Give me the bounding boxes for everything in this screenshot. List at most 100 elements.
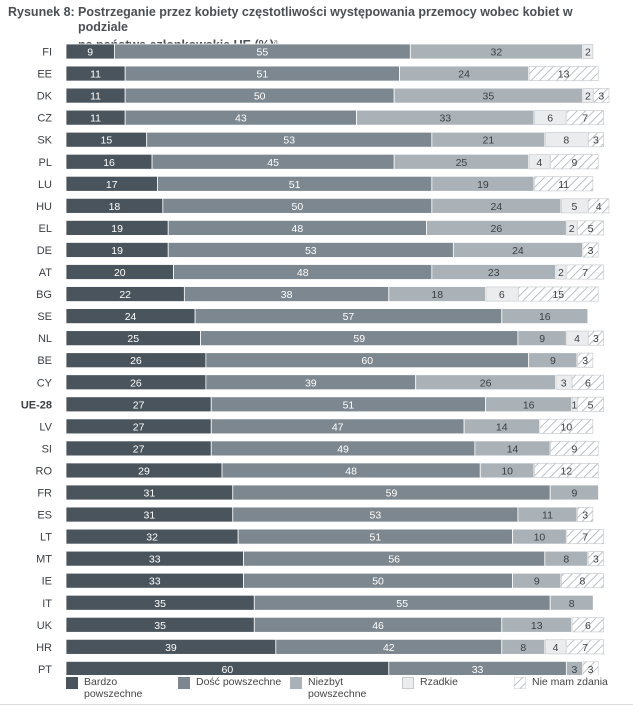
value-label-dk-bardzo-powszechne: 11 <box>90 91 101 103</box>
bar-outline-ee-nie-mam-zdania <box>528 66 599 81</box>
value-label-it-niezbyt-powszechne: 8 <box>569 598 575 610</box>
legend-swatch-niezbyt-powszechne <box>290 677 302 689</box>
value-label-dk-dosc-powszechne: 50 <box>254 91 266 103</box>
legend-label-niezbyt-powszechne-2: powszechne <box>308 688 367 700</box>
value-label-lu-bardzo-powszechne: 17 <box>106 179 118 191</box>
bar-outline-cy-nie-mam-zdania <box>571 374 604 390</box>
bar-outline-uk-nie-mam-zdania <box>571 617 604 633</box>
value-label-cy-niezbyt-powszechne: 26 <box>480 377 492 389</box>
legend-item-niezbyt-powszechne: Niezbyt powszechne <box>290 676 366 700</box>
value-label-de-nie-mam-zdania: 3 <box>588 245 594 257</box>
bar-ue-28-nie-mam-zdania <box>576 396 605 413</box>
bar-it-niezbyt-powszechne <box>549 594 594 611</box>
value-label-lv-nie-mam-zdania: 10 <box>560 421 572 433</box>
title-line-1: Postrzeganie przez kobiety częstotliwośc… <box>78 5 573 34</box>
value-label-lt-dosc-powszechne: 51 <box>370 532 382 544</box>
value-label-at-nie-mam-zdania: 7 <box>582 267 588 279</box>
value-label-ee-niezbyt-powszechne: 24 <box>458 69 470 81</box>
value-label-fr-bardzo-powszechne: 31 <box>144 488 156 500</box>
value-label-hu-nie-mam-zdania: 4 <box>596 201 602 213</box>
value-label-fr-niezbyt-powszechne: 9 <box>571 488 577 500</box>
value-label-dk-rzadkie: 2 <box>585 91 591 103</box>
value-label-lv-dosc-powszechne: 47 <box>332 421 344 433</box>
bar-lv-nie-mam-zdania <box>539 418 594 435</box>
bar-outline-ie-nie-mam-zdania <box>561 573 604 589</box>
bar-outline-nl-nie-mam-zdania <box>587 330 604 346</box>
value-label-si-dosc-powszechne: 49 <box>337 443 349 455</box>
category-label-it: IT <box>42 598 52 610</box>
category-label-lt: LT <box>40 532 52 544</box>
bar-outline-el-nie-mam-zdania <box>577 220 604 236</box>
value-label-cy-nie-mam-zdania: 6 <box>585 377 591 389</box>
bar-outline-lt-nie-mam-zdania <box>566 529 604 545</box>
value-label-el-bardzo-powszechne: 19 <box>111 223 123 235</box>
bar-hu-nie-mam-zdania <box>587 197 610 214</box>
value-label-fi-niezbyt-powszechne: 32 <box>491 47 503 59</box>
category-label-cz: CZ <box>37 113 52 125</box>
bar-outline-hu-rzadkie <box>561 198 588 214</box>
legend-swatch-nie-mam-zdania <box>514 677 526 689</box>
category-label-uk: UK <box>37 620 53 632</box>
value-label-ie-niezbyt-powszechne: 9 <box>534 576 540 588</box>
category-label-be: BE <box>37 355 52 367</box>
legend-item-dosc-powszechne: Dość powszechne <box>178 676 281 689</box>
value-label-de-dosc-powszechne: 53 <box>305 245 317 257</box>
value-label-ro-nie-mam-zdania: 12 <box>560 465 572 477</box>
value-label-si-nie-mam-zdania: 9 <box>571 443 577 455</box>
bar-outline-cz-nie-mam-zdania <box>566 110 604 126</box>
value-label-ue-28-bardzo-powszechne: 27 <box>133 399 145 411</box>
bar-at-nie-mam-zdania <box>565 264 605 280</box>
value-label-hr-rzadkie: 4 <box>553 642 559 654</box>
value-label-se-niezbyt-powszechne: 16 <box>539 311 551 323</box>
bar-outline-lv-nie-mam-zdania <box>539 418 594 434</box>
value-label-mt-nie-mam-zdania: 3 <box>593 554 599 566</box>
value-label-pt-bardzo-powszechne: 60 <box>222 664 234 675</box>
category-label-ee: EE <box>37 69 52 81</box>
category-label-cy: CY <box>37 377 53 389</box>
bar-outline-es-nie-mam-zdania <box>577 507 594 523</box>
bar-be-nie-mam-zdania <box>576 352 594 369</box>
bar-outline-nl-rzadkie <box>566 330 588 346</box>
value-label-ro-bardzo-powszechne: 29 <box>138 465 150 477</box>
legend-swatch-rzadkie <box>402 677 414 689</box>
value-label-ro-niezbyt-powszechne: 10 <box>501 465 513 477</box>
value-label-lu-dosc-powszechne: 51 <box>289 179 301 191</box>
value-label-dk-nie-mam-zdania: 3 <box>598 91 604 103</box>
value-label-it-dosc-powszechne: 55 <box>396 598 408 610</box>
value-label-be-bardzo-powszechne: 26 <box>130 355 142 367</box>
value-label-mt-dosc-powszechne: 56 <box>388 554 400 566</box>
bar-cz-nie-mam-zdania <box>565 109 605 126</box>
bar-hr-nie-mam-zdania <box>565 638 605 655</box>
value-label-fi-bardzo-powszechne: 9 <box>87 47 93 59</box>
value-label-ro-dosc-powszechne: 48 <box>345 465 357 477</box>
value-label-pl-bardzo-powszechne: 16 <box>103 157 115 169</box>
bar-es-nie-mam-zdania <box>576 506 594 523</box>
value-label-hu-dosc-powszechne: 50 <box>291 201 303 213</box>
bar-fr-niezbyt-powszechne <box>549 484 600 501</box>
bar-outline-at-nie-mam-zdania <box>566 264 604 280</box>
value-label-de-bardzo-powszechne: 19 <box>111 245 123 257</box>
bar-outline-ue-28-nie-mam-zdania <box>577 396 604 412</box>
value-label-at-bardzo-powszechne: 20 <box>114 267 126 279</box>
legend: Bardzo powszechne Dość powszechne Niezbyt… <box>66 676 626 706</box>
bar-nl-nie-mam-zdania <box>587 330 605 347</box>
value-label-se-dosc-powszechne: 57 <box>343 311 355 323</box>
legend-item-bardzo-powszechne: Bardzo powszechne <box>66 676 142 700</box>
value-label-ue-28-niezbyt-powszechne: 16 <box>523 399 535 411</box>
bar-outline-at-rzadkie <box>555 264 567 280</box>
value-label-hu-bardzo-powszechne: 18 <box>109 201 121 213</box>
category-label-pt: PT <box>38 664 52 675</box>
legend-item-rzadkie: Rzadkie <box>402 676 458 689</box>
value-label-lv-bardzo-powszechne: 27 <box>133 421 145 433</box>
value-label-se-bardzo-powszechne: 24 <box>125 311 137 323</box>
value-label-uk-bardzo-powszechne: 35 <box>154 620 166 632</box>
category-label-hr: HR <box>36 642 52 654</box>
bar-outline-pl-rzadkie <box>528 154 551 170</box>
bar-sk-nie-mam-zdania <box>587 131 605 148</box>
value-label-sk-bardzo-powszechne: 15 <box>101 135 113 147</box>
value-label-si-bardzo-powszechne: 27 <box>133 443 145 455</box>
value-label-ee-nie-mam-zdania: 13 <box>558 69 570 81</box>
bar-outline-hr-rzadkie <box>544 639 567 655</box>
legend-label-bardzo-powszechne-2: powszechne <box>84 688 143 700</box>
value-label-es-nie-mam-zdania: 3 <box>582 510 588 522</box>
